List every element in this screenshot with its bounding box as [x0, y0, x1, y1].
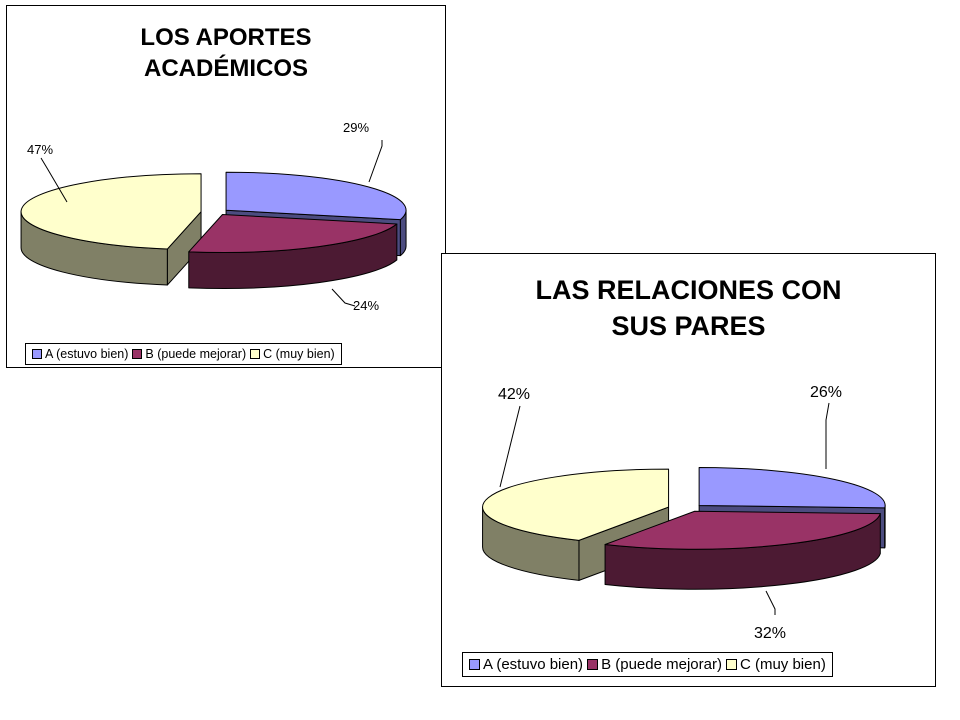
- chart-title-line-1: LOS APORTES: [140, 24, 312, 51]
- legend-label-a: A (estuvo bien): [483, 656, 584, 673]
- data-label-c: 47%: [27, 142, 53, 157]
- leader-line-c: [499, 405, 521, 488]
- data-label-c: 42%: [498, 386, 530, 403]
- pie-slice-a: [225, 171, 407, 221]
- legend-item-a: A (estuvo bien): [469, 656, 583, 673]
- leader-line-b: [765, 590, 776, 615]
- leader-line-a: [825, 402, 830, 469]
- leader-line-b: [331, 288, 356, 307]
- data-label-b: 24%: [353, 298, 379, 313]
- legend-label-b: B (puede mejorar): [601, 656, 722, 673]
- legend-label-a: A (estuvo bien): [45, 347, 129, 361]
- legend-swatch-c: [725, 659, 737, 670]
- legend-swatch-a: [469, 659, 480, 670]
- leader-line-a: [368, 140, 383, 183]
- pie-slice-c: [482, 468, 670, 541]
- chart-title: LAS RELACIONES CON SUS PARES: [442, 272, 935, 344]
- legend-swatch-b: [132, 349, 143, 359]
- legend-item-c: C (muy bien): [250, 347, 335, 361]
- legend-swatch-a: [32, 349, 42, 359]
- legend: A (estuvo bien) B (puede mejorar) C (muy…: [462, 652, 833, 677]
- legend-item-c: C (muy bien): [725, 656, 826, 673]
- pie-chart: 26% 32% 42%: [482, 384, 886, 642]
- data-label-a: 29%: [343, 120, 369, 135]
- chart-title-line-2: ACADÉMICOS: [143, 55, 308, 82]
- pie-chart: 29% 24% 47%: [20, 120, 407, 313]
- legend-swatch-c: [250, 349, 261, 359]
- legend-item-b: B (puede mejorar): [587, 656, 722, 673]
- legend-label-c: C (muy bien): [739, 656, 826, 673]
- pie-slice-a: [698, 466, 886, 509]
- chart-title: LOS APORTES ACADÉMICOS: [7, 22, 445, 84]
- data-label-a: 26%: [810, 384, 842, 401]
- legend: A (estuvo bien) B (puede mejorar) C (muy…: [25, 343, 342, 365]
- legend-item-a: A (estuvo bien): [32, 347, 128, 361]
- legend-item-b: B (puede mejorar): [132, 347, 246, 361]
- legend-label-c: C (muy bien): [263, 347, 335, 361]
- pie-slice-b: [188, 213, 398, 253]
- legend-swatch-b: [587, 659, 599, 670]
- pie-slice-c: [20, 173, 202, 250]
- pie-slice-b: [604, 510, 881, 550]
- leader-line-c: [40, 157, 68, 203]
- chart-aportes-academicos: LOS APORTES ACADÉMICOS 29% 24% 47% A (estu…: [6, 5, 446, 368]
- data-label-b: 32%: [754, 625, 786, 642]
- chart-title-line-2: SUS PARES: [611, 311, 766, 341]
- chart-relaciones-pares: LAS RELACIONES CON SUS PARES 26% 32% 42% A…: [441, 253, 936, 687]
- legend-label-b: B (puede mejorar): [145, 347, 247, 361]
- chart-title-line-1: LAS RELACIONES CON: [535, 275, 842, 305]
